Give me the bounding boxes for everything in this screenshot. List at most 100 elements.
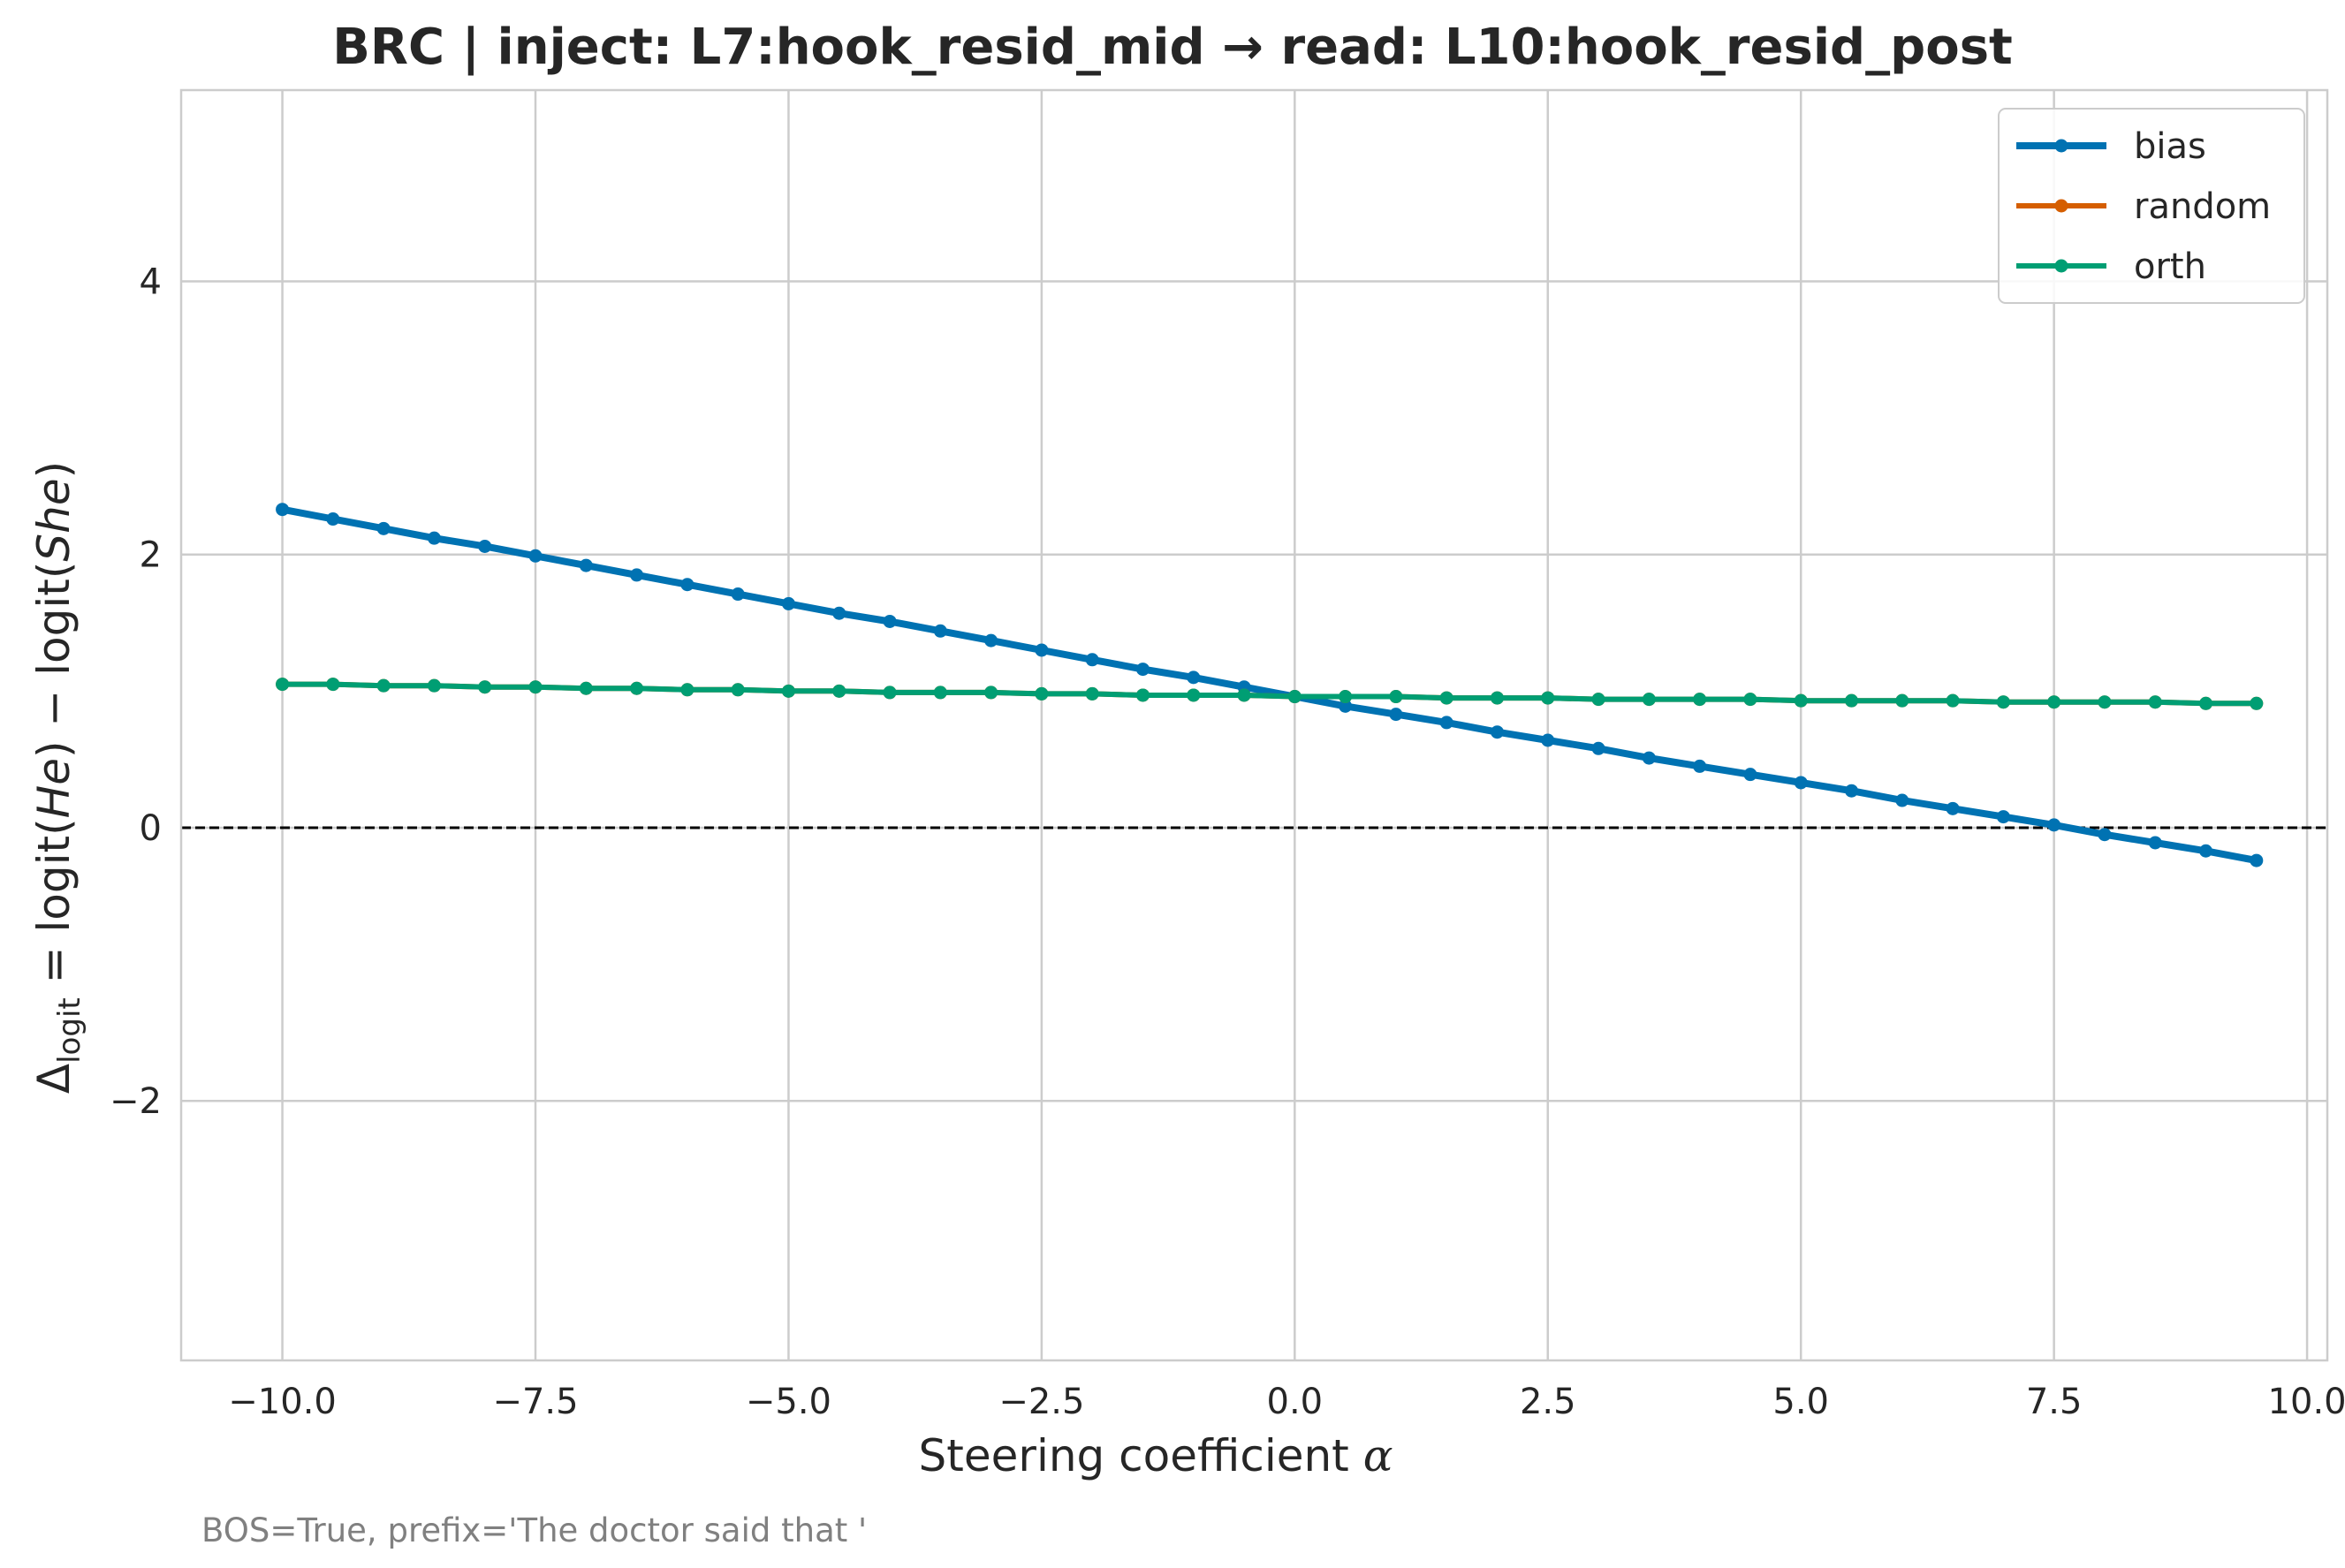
data-point-orth [1237,688,1251,702]
data-point-bias [731,587,745,602]
x-tick-label: −5.0 [746,1382,831,1422]
data-point-orth [1339,690,1353,704]
data-point-bias [781,596,795,610]
data-point-orth [933,686,947,700]
data-point-bias [680,578,694,592]
data-point-bias [1895,793,1909,807]
x-axis-ticks: −10.0 −7.5 −5.0 −2.5 0.0 2.5 5.0 7.5 10.0 [228,1382,2345,1422]
series-line-bias [278,505,2260,865]
data-point-bias [1693,759,1707,773]
data-point-bias [478,539,492,553]
data-point-bias [427,531,441,545]
data-point-bias [1743,768,1757,782]
plot-frame [179,88,2329,1362]
data-point-orth [1490,691,1504,705]
series-layer [276,503,2264,867]
data-point-orth [1035,686,1049,701]
legend-marker-bias [2054,139,2068,153]
y-axis-label: Δlogit = logit(He) − logit(She) [28,461,87,1094]
data-point-bias [1187,670,1201,685]
data-point-orth [2199,696,2213,710]
data-point-bias [1085,653,1099,667]
data-point-orth [2047,695,2061,709]
data-point-bias [2250,853,2264,867]
data-point-bias [1135,663,1150,677]
data-point-bias [1339,699,1353,713]
series-line-orth [279,681,2259,707]
data-point-bias [832,606,846,620]
data-point-bias [579,558,593,572]
data-point-orth [1187,688,1201,702]
y-tick-label: 0 [140,808,162,849]
legend: bias random orth [1998,108,2305,304]
data-point-bias [2199,844,2213,858]
data-point-bias [1541,733,1555,747]
data-point-orth [1642,693,1656,707]
legend-label-random: random [2134,186,2271,227]
data-point-orth [832,684,846,698]
data-point-orth [2098,695,2112,709]
data-point-bias [376,521,391,535]
legend-marker-orth [2054,259,2068,273]
data-point-bias [2148,836,2162,850]
data-point-orth [2250,696,2264,710]
data-point-orth [1591,693,1605,707]
data-point-bias [933,624,947,638]
data-point-bias [883,614,897,628]
data-point-bias [276,503,290,517]
x-axis-label: Steering coefficient α [919,1430,1393,1481]
x-tick-label: 7.5 [2026,1382,2083,1422]
data-point-orth [1439,691,1453,705]
data-point-bias [1389,708,1403,722]
data-point-orth [1693,693,1707,707]
x-tick-label: −2.5 [998,1382,1084,1422]
data-point-orth [579,681,593,695]
data-point-orth [984,686,998,700]
y-tick-label: 4 [140,261,162,302]
x-tick-label: −7.5 [492,1382,578,1422]
data-point-bias [984,633,998,648]
data-point-orth [1844,693,1858,708]
y-tick-label: −2 [110,1081,162,1122]
data-point-orth [478,680,492,694]
data-point-bias [1946,801,1960,815]
series-bias [276,503,2264,867]
data-point-bias [1642,751,1656,765]
data-point-orth [883,686,897,700]
data-point-orth [1085,686,1099,701]
data-point-orth [1946,693,1960,708]
data-point-orth [680,683,694,697]
data-point-orth [1895,693,1909,708]
data-point-orth [1389,690,1403,704]
data-point-bias [528,549,543,563]
data-point-orth [1743,693,1757,707]
data-point-orth [1135,688,1150,702]
data-point-bias [1996,810,2010,824]
data-point-bias [1844,784,1858,798]
chart-caption: BOS=True, prefix='The doctor said that ' [201,1511,867,1549]
data-point-bias [630,568,644,582]
data-point-orth [1287,690,1302,704]
legend-label-bias: bias [2134,126,2206,167]
data-point-bias [1591,741,1605,755]
legend-box [1998,108,2305,304]
x-tick-label: 2.5 [1520,1382,1576,1422]
data-point-orth [376,678,391,693]
data-point-orth [1996,695,2010,709]
y-axis-ticks: −2 0 2 4 [110,261,162,1122]
x-tick-label: −10.0 [228,1382,337,1422]
x-tick-label: 5.0 [1772,1382,1829,1422]
legend-marker-random [2054,199,2068,213]
data-point-orth [731,683,745,697]
y-tick-label: 2 [140,535,162,576]
data-point-bias [326,512,340,526]
data-point-orth [630,681,644,695]
data-point-orth [427,678,441,693]
data-point-bias [1794,776,1808,790]
data-point-orth [2148,695,2162,709]
data-point-orth [781,684,795,698]
data-point-orth [276,678,290,692]
data-point-orth [528,680,543,694]
data-point-bias [1439,716,1453,730]
data-point-bias [1490,725,1504,739]
